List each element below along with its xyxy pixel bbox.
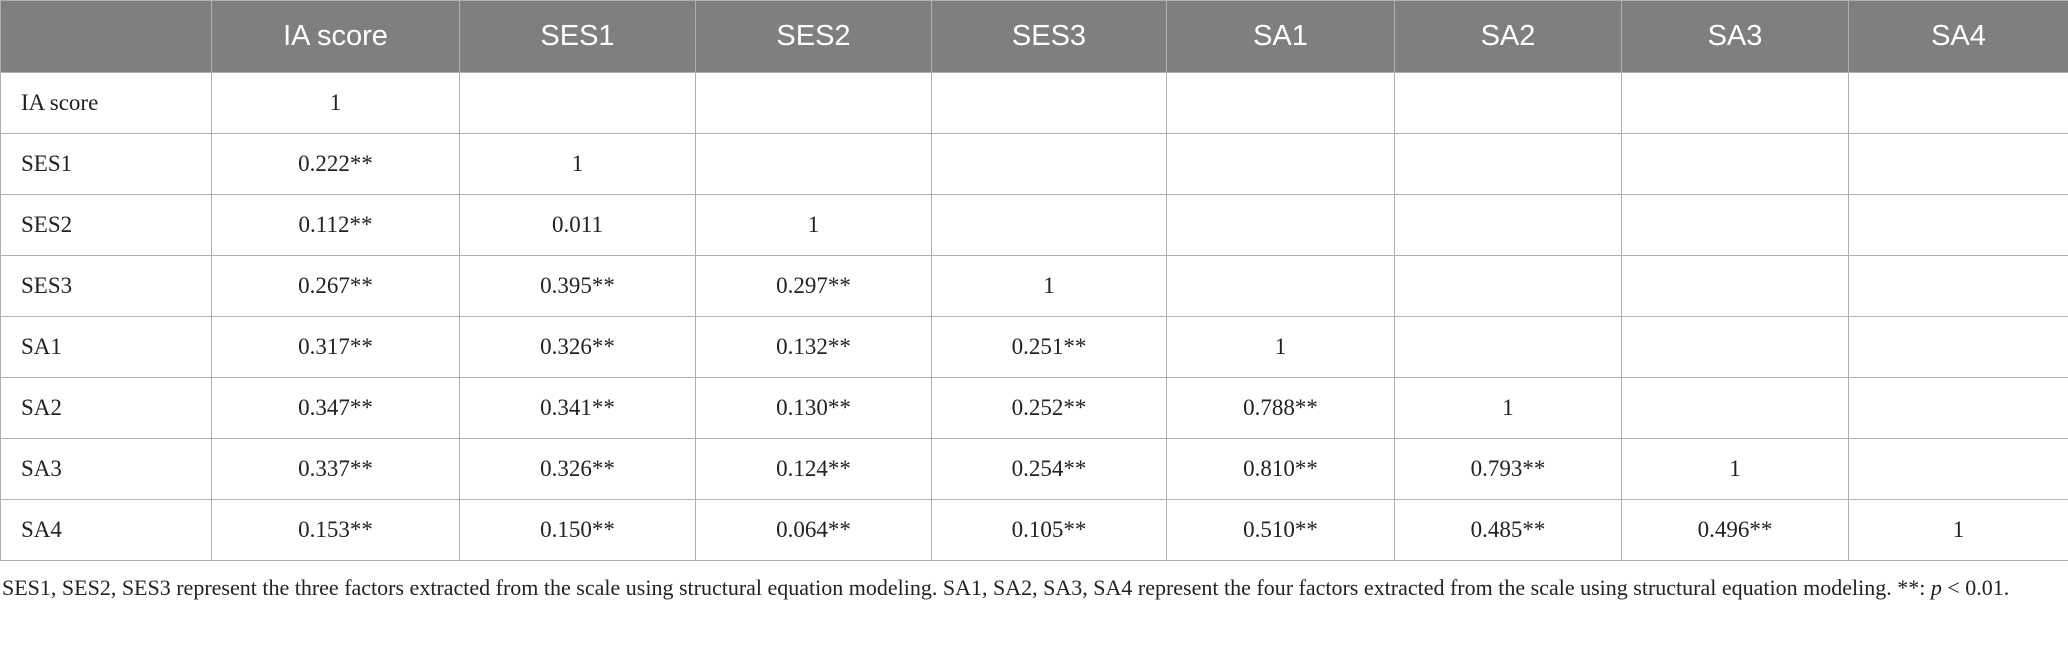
table-cell (1848, 377, 2068, 439)
table-cell (931, 194, 1167, 256)
table-cell: 0.326** (459, 438, 696, 500)
row-label: SA2 (0, 377, 212, 439)
table-cell: 1 (1621, 438, 1849, 500)
table-cell (1166, 194, 1395, 256)
table-cell: 0.510** (1166, 499, 1395, 561)
table-cell: 1 (931, 255, 1167, 317)
column-header: SA1 (1166, 0, 1395, 73)
table-cell: 0.130** (695, 377, 932, 439)
table-cell (931, 133, 1167, 195)
table-cell (1166, 255, 1395, 317)
table-cell: 1 (211, 72, 460, 134)
table-cell: 0.496** (1621, 499, 1849, 561)
table-cell: 0.124** (695, 438, 932, 500)
table-cell: 0.112** (211, 194, 460, 256)
table-cell (1621, 255, 1849, 317)
table-row: SA1 0.317** 0.326** 0.132** 0.251** 1 (0, 316, 2068, 378)
table-cell (1166, 72, 1395, 134)
table-row: SES2 0.112** 0.011 1 (0, 194, 2068, 256)
table-cell (1394, 194, 1622, 256)
table-cell: 1 (695, 194, 932, 256)
table-cell (1621, 133, 1849, 195)
table-cell (1394, 72, 1622, 134)
table-cell: 0.011 (459, 194, 696, 256)
column-header: IA score (211, 0, 460, 73)
table-row: SA3 0.337** 0.326** 0.124** 0.254** 0.810** 0.… (0, 438, 2068, 500)
row-label: SES3 (0, 255, 212, 317)
table-cell (1848, 72, 2068, 134)
table-row: SES3 0.267** 0.395** 0.297** 1 (0, 255, 2068, 317)
table-cell: 0.150** (459, 499, 696, 561)
column-header: SES3 (931, 0, 1167, 73)
table-cell: 0.254** (931, 438, 1167, 500)
table-cell (1166, 133, 1395, 195)
table-cell (1394, 316, 1622, 378)
column-header: SA4 (1848, 0, 2068, 73)
table-cell (931, 72, 1167, 134)
row-label: SES2 (0, 194, 212, 256)
table-cell (459, 72, 696, 134)
table-cell: 0.153** (211, 499, 460, 561)
footnote-text: < 0.01. (1941, 575, 2010, 600)
table-cell (1621, 194, 1849, 256)
table-cell (1394, 255, 1622, 317)
table-cell: 0.222** (211, 133, 460, 195)
column-header: SES2 (695, 0, 932, 73)
table-cell: 1 (459, 133, 696, 195)
table-cell: 1 (1848, 499, 2068, 561)
table-cell (1848, 255, 2068, 317)
table-cell (1848, 194, 2068, 256)
row-label: IA score (0, 72, 212, 134)
table-cell: 0.337** (211, 438, 460, 500)
column-header: SA3 (1621, 0, 1849, 73)
header-row: IA score SES1 SES2 SES3 SA1 SA2 SA3 SA4 (0, 0, 2068, 73)
footnote-italic: p (1930, 575, 1942, 600)
footnote-text: SES1, SES2, SES3 represent the three fac… (2, 575, 1931, 600)
table-cell (695, 133, 932, 195)
table-body: IA score 1 SES1 0.222** 1 SES2 0.112** 0.011 1 SE… (0, 72, 2068, 561)
table-cell (1848, 133, 2068, 195)
table-cell: 0.395** (459, 255, 696, 317)
row-label: SA4 (0, 499, 212, 561)
row-label: SA1 (0, 316, 212, 378)
column-header: SES1 (459, 0, 696, 73)
table-cell: 0.064** (695, 499, 932, 561)
table-cell: 1 (1166, 316, 1395, 378)
table-cell (695, 72, 932, 134)
table-cell (1621, 72, 1849, 134)
table-cell: 0.347** (211, 377, 460, 439)
table-cell (1394, 133, 1622, 195)
table-cell: 0.788** (1166, 377, 1395, 439)
table-cell (1621, 377, 1849, 439)
table-cell: 0.810** (1166, 438, 1395, 500)
table-cell: 0.297** (695, 255, 932, 317)
table-cell: 0.267** (211, 255, 460, 317)
table-row: IA score 1 (0, 72, 2068, 134)
row-label: SES1 (0, 133, 212, 195)
table-cell: 0.251** (931, 316, 1167, 378)
table-row: SA2 0.347** 0.341** 0.130** 0.252** 0.788** 1 (0, 377, 2068, 439)
row-label: SA3 (0, 438, 212, 500)
table-row: SES1 0.222** 1 (0, 133, 2068, 195)
table-row: SA4 0.153** 0.150** 0.064** 0.105** 0.510** 0.… (0, 499, 2068, 561)
table-cell: 0.252** (931, 377, 1167, 439)
table-cell: 0.341** (459, 377, 696, 439)
table-cell (1848, 316, 2068, 378)
table-cell: 0.485** (1394, 499, 1622, 561)
table-cell: 0.793** (1394, 438, 1622, 500)
correlation-table: IA score SES1 SES2 SES3 SA1 SA2 SA3 SA4 IA scor… (0, 0, 2068, 561)
column-header: SA2 (1394, 0, 1622, 73)
table-cell: 0.132** (695, 316, 932, 378)
table-cell: 1 (1394, 377, 1622, 439)
table-cell (1621, 316, 1849, 378)
table-cell: 0.105** (931, 499, 1167, 561)
table-cell: 0.326** (459, 316, 696, 378)
column-header (0, 0, 212, 73)
table-cell: 0.317** (211, 316, 460, 378)
footnote: SES1, SES2, SES3 represent the three fac… (0, 561, 2068, 603)
table-cell (1848, 438, 2068, 500)
